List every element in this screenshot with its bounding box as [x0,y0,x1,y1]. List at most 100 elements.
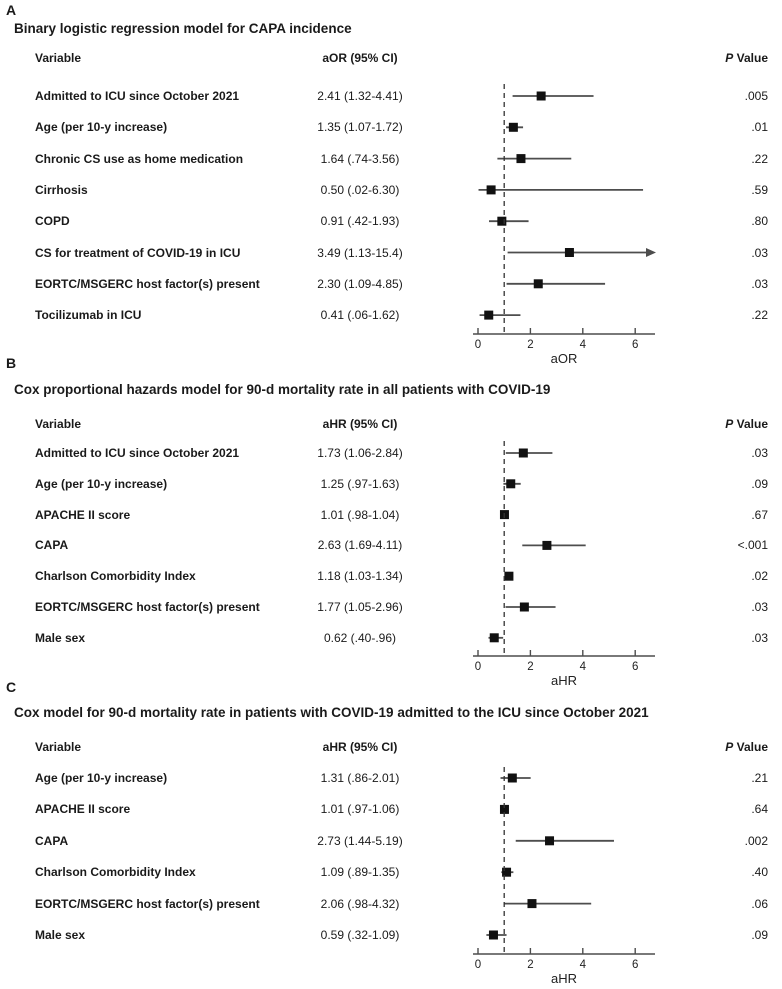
variable-label: Cirrhosis [35,182,88,197]
pvalue-header-italic-p: P [725,740,734,754]
estimate-value: 1.64 (.74-3.56) [320,151,400,166]
p-value: .03 [751,630,768,645]
point-marker [542,540,552,550]
variable-label: Male sex [35,928,86,942]
pvalue-header-rest: Value [733,740,768,754]
point-marker [504,571,514,581]
p-value: .64 [751,802,768,817]
point-marker [516,154,526,164]
variable-label: CAPA [35,538,69,553]
estimate-value: 0.41 (.06-1.62) [320,308,400,323]
variable-label: Charlson Comorbidity Index [35,865,196,880]
x-tick-label: 0 [475,339,481,351]
variable-label: Male sex [35,630,86,645]
p-value: .22 [751,308,768,323]
point-marker [488,930,498,940]
point-marker [486,185,496,195]
pvalue-header-italic-p: P [725,51,734,65]
variable-label: Admitted to ICU since October 2021 [35,89,240,103]
variable-label: CAPA [35,833,69,848]
p-value: .06 [751,896,768,911]
estimate-value: 0.91 (.42-1.93) [320,214,400,229]
p-value: .03 [751,600,768,614]
pvalue-header-rest: Value [733,417,768,431]
pvalue-header-rest: Value [733,51,768,65]
variable-label: EORTC/MSGERC host factor(s) present [35,896,260,911]
p-value: <.001 [737,538,768,553]
variable-label: EORTC/MSGERC host factor(s) present [35,600,260,614]
estimate-value: 2.30 (1.09-4.85) [317,276,403,291]
p-value: .40 [751,865,768,880]
point-marker [508,122,518,132]
pvalue-header-italic-p: P [725,417,734,431]
column-header-estimate: aHR (95% CI) [322,740,398,754]
panel-title: Cox model for 90-d mortality rate in pat… [14,705,649,720]
estimate-value: 1.01 (.97-1.06) [320,802,400,817]
column-header-estimate: aHR (95% CI) [322,417,398,431]
estimate-value: 3.49 (1.13-15.4) [317,245,403,260]
panel-letter: C [6,679,17,695]
estimate-value: 1.35 (1.07-1.72) [317,120,403,135]
column-header-variable: Variable [35,51,82,65]
p-value: .03 [751,276,768,291]
point-marker [506,479,516,489]
point-marker [499,804,509,814]
p-value: .22 [751,151,768,166]
point-marker [564,248,574,257]
estimate-value: 1.77 (1.05-2.96) [317,600,403,614]
x-tick-label: 6 [632,339,638,351]
p-value: .09 [751,928,768,942]
variable-label: Chronic CS use as home medication [35,151,244,166]
point-marker [519,602,529,612]
estimate-value: 1.31 (.86-2.01) [320,771,400,785]
point-marker [545,836,555,846]
column-header-pvalue: P Value [630,739,768,755]
point-marker [536,91,546,101]
panel-title: Cox proportional hazards model for 90-d … [14,382,551,397]
x-tick-label: 4 [580,959,587,971]
estimate-value: 0.62 (.40-.96) [323,630,397,645]
x-tick-label: 0 [475,661,481,673]
variable-label: APACHE II score [35,507,131,522]
x-tick-label: 2 [527,661,533,673]
estimate-value: 1.73 (1.06-2.84) [317,446,403,460]
estimate-value: 2.73 (1.44-5.19) [317,833,403,848]
p-value: .67 [751,507,768,522]
x-tick-label: 4 [580,339,587,351]
x-axis-label: aHR [551,971,577,986]
variable-label: Tocilizumab in ICU [35,308,142,323]
column-header-variable: Variable [35,417,82,431]
p-value: .09 [751,476,768,491]
p-value: .01 [751,120,768,135]
point-marker [502,867,512,877]
point-marker [499,510,509,520]
variable-label: COPD [35,214,70,229]
column-header-variable: Variable [35,740,82,754]
variable-label: APACHE II score [35,802,131,817]
variable-label: CS for treatment of COVID-19 in ICU [35,245,241,260]
p-value: .03 [751,245,768,260]
variable-label: Age (per 10-y increase) [35,771,168,785]
panel-title: Binary logistic regression model for CAP… [14,21,352,36]
point-marker [533,279,543,289]
variable-label: EORTC/MSGERC host factor(s) present [35,276,260,291]
point-marker [518,448,528,458]
x-axis-label: aOR [551,351,578,366]
x-tick-label: 6 [632,661,638,673]
p-value: .21 [751,771,768,785]
column-header-estimate: aOR (95% CI) [322,51,398,65]
variable-label: Age (per 10-y increase) [35,476,168,491]
panel-letter: B [6,355,17,371]
p-value: .80 [751,214,768,229]
p-value: .59 [751,182,768,197]
x-tick-label: 6 [632,959,638,971]
variable-label: Age (per 10-y increase) [35,120,168,135]
point-marker [507,773,517,783]
p-value: .02 [751,569,768,584]
column-header-pvalue: P Value [630,50,768,66]
p-value: .03 [751,446,768,460]
estimate-value: 1.18 (1.03-1.34) [317,569,403,584]
point-marker [489,633,499,643]
variable-label: Admitted to ICU since October 2021 [35,446,240,460]
